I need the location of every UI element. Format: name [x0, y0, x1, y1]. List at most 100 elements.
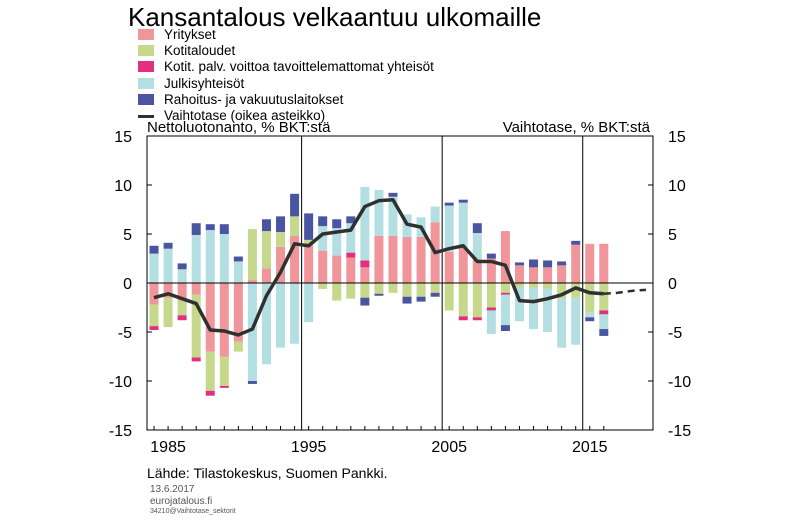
bar-segment: [360, 297, 370, 306]
y-tick-label: 5: [123, 227, 132, 244]
y-tick-label: 0: [123, 276, 132, 293]
bar-segment: [346, 223, 356, 253]
bar-segment: [191, 283, 201, 295]
bar-segment: [599, 329, 609, 336]
bar-segment: [585, 283, 595, 313]
left-y-ticks: -15 -10 -5 0 5 10 15: [109, 129, 152, 440]
bar-segment: [571, 240, 581, 245]
bar-segment: [472, 317, 482, 321]
bar-segment: [304, 239, 314, 244]
bar-segment: [529, 267, 539, 283]
bar-segment: [304, 213, 314, 240]
bar-segment: [360, 186, 370, 261]
bar-segment: [599, 310, 609, 315]
bar-segment: [290, 283, 300, 344]
bar-segment: [374, 189, 384, 236]
bar-segment: [458, 202, 468, 248]
bar-segment: [346, 216, 356, 224]
bar-segment: [599, 283, 609, 311]
bar-segment: [318, 250, 328, 283]
legend-line-swatch: [138, 114, 154, 118]
bar-segment: [500, 283, 510, 293]
chart-code: 34210@Vaihtotase_sektorit: [150, 508, 236, 515]
bar-segment: [543, 288, 553, 332]
bar-segment: [360, 283, 370, 298]
bar-segment: [191, 294, 201, 358]
legend-label: Kotitaloudet: [164, 43, 236, 59]
bar-segment: [388, 192, 398, 197]
bar-segment: [486, 307, 496, 311]
bar-segment: [290, 235, 300, 283]
x-tick-label: 1985: [150, 439, 186, 456]
bar-segment: [529, 259, 539, 268]
bar-segment: [571, 283, 581, 298]
bar-segment: [276, 246, 286, 283]
bar-segment: [219, 356, 229, 386]
bar-segment: [346, 257, 356, 283]
bar-segment: [514, 286, 524, 322]
y-tick-label: 15: [668, 129, 686, 146]
legend-label: Vaihtotase (oikea asteikko): [164, 107, 326, 123]
bar-segment: [543, 260, 553, 268]
bar-segment: [585, 243, 595, 283]
x-tick-label: 1995: [291, 439, 327, 456]
y-tick-label: 5: [668, 227, 677, 244]
bar-segment: [444, 283, 454, 311]
bar-segment: [276, 232, 286, 247]
bar-layer: [149, 186, 609, 396]
legend-swatch: [138, 77, 154, 89]
bar-segment: [247, 283, 257, 381]
bar-segment: [332, 283, 342, 301]
bar-segment: [472, 259, 482, 283]
bar-segment: [149, 245, 159, 254]
legend-label: Rahoitus- ja vakuutuslaitokset: [164, 91, 344, 107]
bar-segment: [402, 296, 412, 304]
bar-segment: [219, 385, 229, 388]
bar-segment: [219, 283, 229, 357]
bar-segment: [149, 326, 159, 331]
bar-segment: [585, 317, 595, 322]
bar-segment: [571, 244, 581, 283]
bar-segment: [529, 283, 539, 288]
bar-segment: [233, 341, 243, 352]
bar-segment: [500, 231, 510, 283]
bar-segment: [472, 283, 482, 318]
legend-swatch: [138, 45, 154, 57]
bar-segment: [486, 283, 496, 308]
bar-segment: [402, 283, 412, 297]
bar-segment: [486, 258, 496, 283]
bar-segment: [205, 390, 215, 396]
bar-segment: [500, 292, 510, 295]
x-ticks: 1985 1995 2005 2015: [150, 426, 608, 456]
right-axis-label: Vaihtotase, % BKT:stä: [502, 119, 650, 136]
bar-segment: [430, 206, 440, 223]
y-tick-label: -5: [118, 325, 132, 342]
bar-segment: [557, 298, 567, 348]
site-name: eurojatalous.fi: [150, 496, 213, 507]
bar-segment: [599, 314, 609, 330]
bar-segment: [318, 226, 328, 251]
bar-segment: [233, 283, 243, 342]
bar-segment: [247, 229, 257, 281]
bar-segment: [402, 236, 412, 283]
y-tick-label: -15: [109, 423, 132, 440]
bar-segment: [346, 252, 356, 258]
source-note: Lähde: Tilastokeskus, Suomen Pankki.: [147, 465, 388, 481]
y-tick-label: -15: [668, 423, 691, 440]
bar-segment: [458, 199, 468, 203]
legend-label: Yritykset: [164, 27, 216, 42]
bar-segment: [486, 310, 496, 334]
bar-segment: [444, 202, 454, 206]
bar-segment: [276, 283, 286, 348]
y-tick-label: 10: [668, 178, 686, 195]
bar-segment: [205, 351, 215, 391]
bar-segment: [163, 283, 173, 298]
bar-segment: [233, 261, 243, 283]
bar-segment: [500, 294, 510, 326]
bar-segment: [360, 260, 370, 268]
y-tick-label: 0: [668, 276, 677, 293]
bar-segment: [261, 219, 271, 232]
bar-segment: [205, 230, 215, 283]
bar-segment: [416, 236, 426, 283]
